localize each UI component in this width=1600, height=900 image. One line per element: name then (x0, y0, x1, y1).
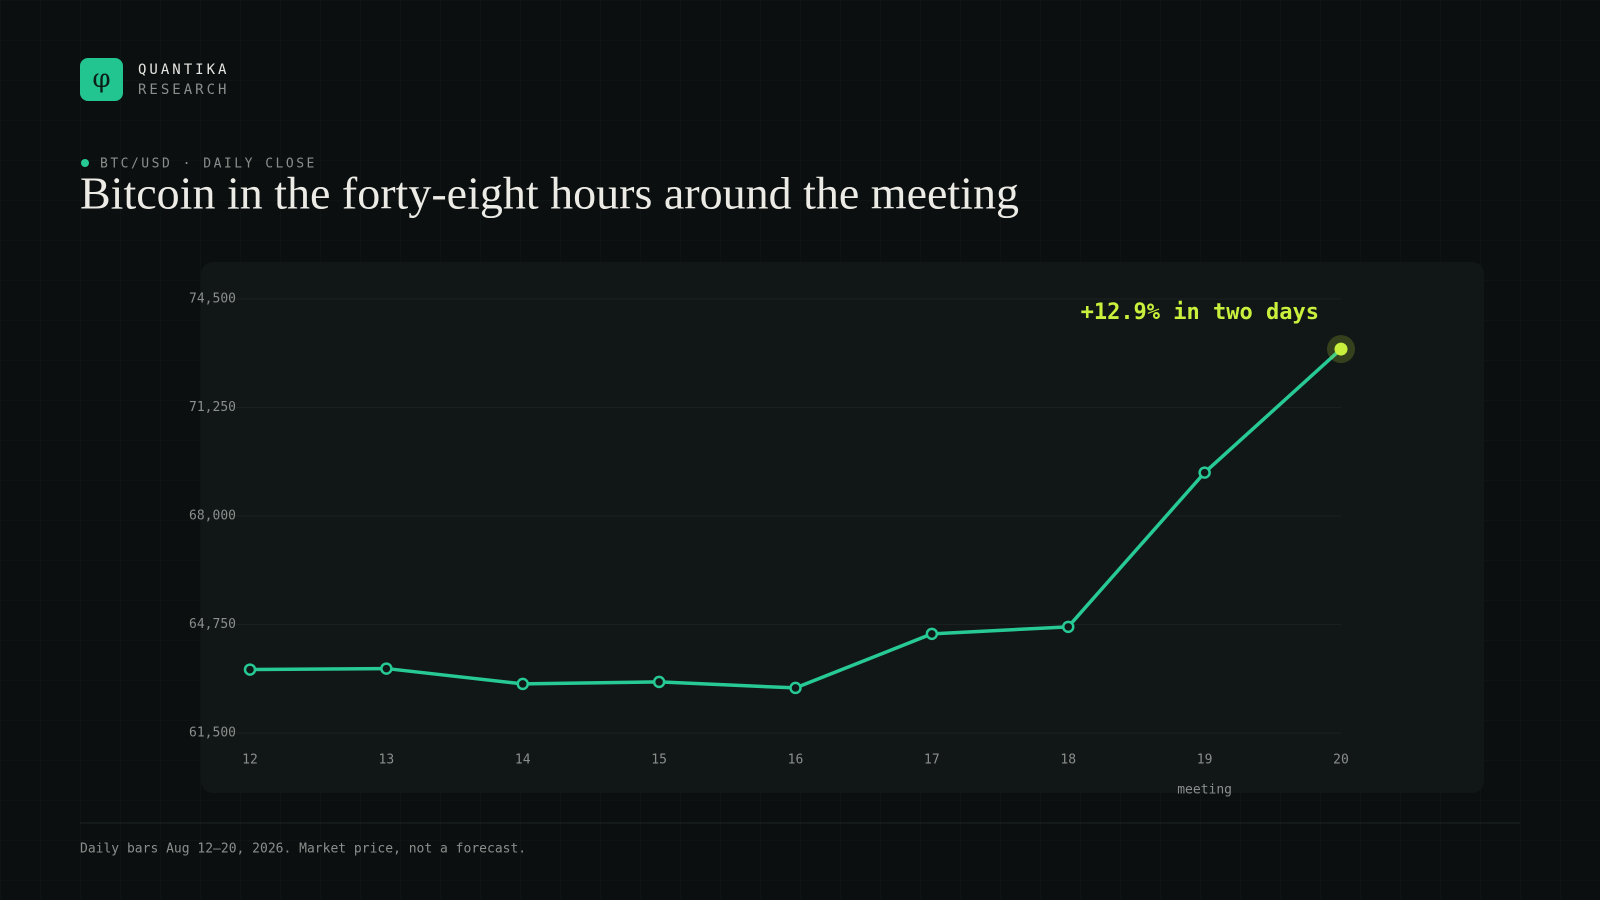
y-tick-label: 71,250 (189, 400, 236, 415)
data-point (243, 663, 257, 676)
x-tick-label: 14 (515, 753, 531, 768)
data-point (925, 627, 939, 641)
x-tick-label: 16 (788, 753, 804, 768)
x-tick-label: 15 (651, 753, 667, 768)
highlight-point (1334, 342, 1348, 356)
brand: QUANTIKA (138, 62, 229, 78)
data-point (516, 677, 529, 691)
x-tick-label: 17 (924, 753, 940, 768)
data-point (789, 681, 802, 695)
y-tick-label: 68,000 (189, 509, 236, 524)
data-point (1198, 466, 1211, 479)
chart-title: Bitcoin in the forty-eight hours around … (80, 168, 1019, 219)
data-point (652, 675, 666, 689)
kicker-dot (81, 159, 89, 167)
data-point (380, 662, 393, 675)
plot: 61,500 64,750 68,000 71,250 74,500 12 13 14 15 16… (189, 292, 1355, 798)
x-tick-label: 12 (242, 753, 258, 768)
x-tick-label: 18 (1060, 753, 1076, 768)
event-label: meeting (1177, 783, 1232, 798)
x-tick-label: 19 (1197, 753, 1213, 768)
y-tick-label: 64,750 (189, 617, 236, 632)
annotation: +12.9% in two days (1081, 300, 1319, 325)
data-point (1062, 620, 1075, 634)
footnote: Daily bars Aug 12–20, 2026. Market price… (80, 842, 526, 857)
x-tick-label: 20 (1333, 753, 1349, 768)
brand-sub: RESEARCH (138, 82, 229, 98)
logo-box (80, 58, 123, 101)
y-tick-label: 61,500 (189, 726, 236, 741)
y-tick-label: 74,500 (189, 292, 236, 307)
x-tick-label: 13 (379, 753, 395, 768)
kicker: BTC/USD · DAILY CLOSE (100, 157, 317, 172)
logo-glyph: φ (92, 64, 110, 94)
chart-panel (201, 262, 1484, 793)
